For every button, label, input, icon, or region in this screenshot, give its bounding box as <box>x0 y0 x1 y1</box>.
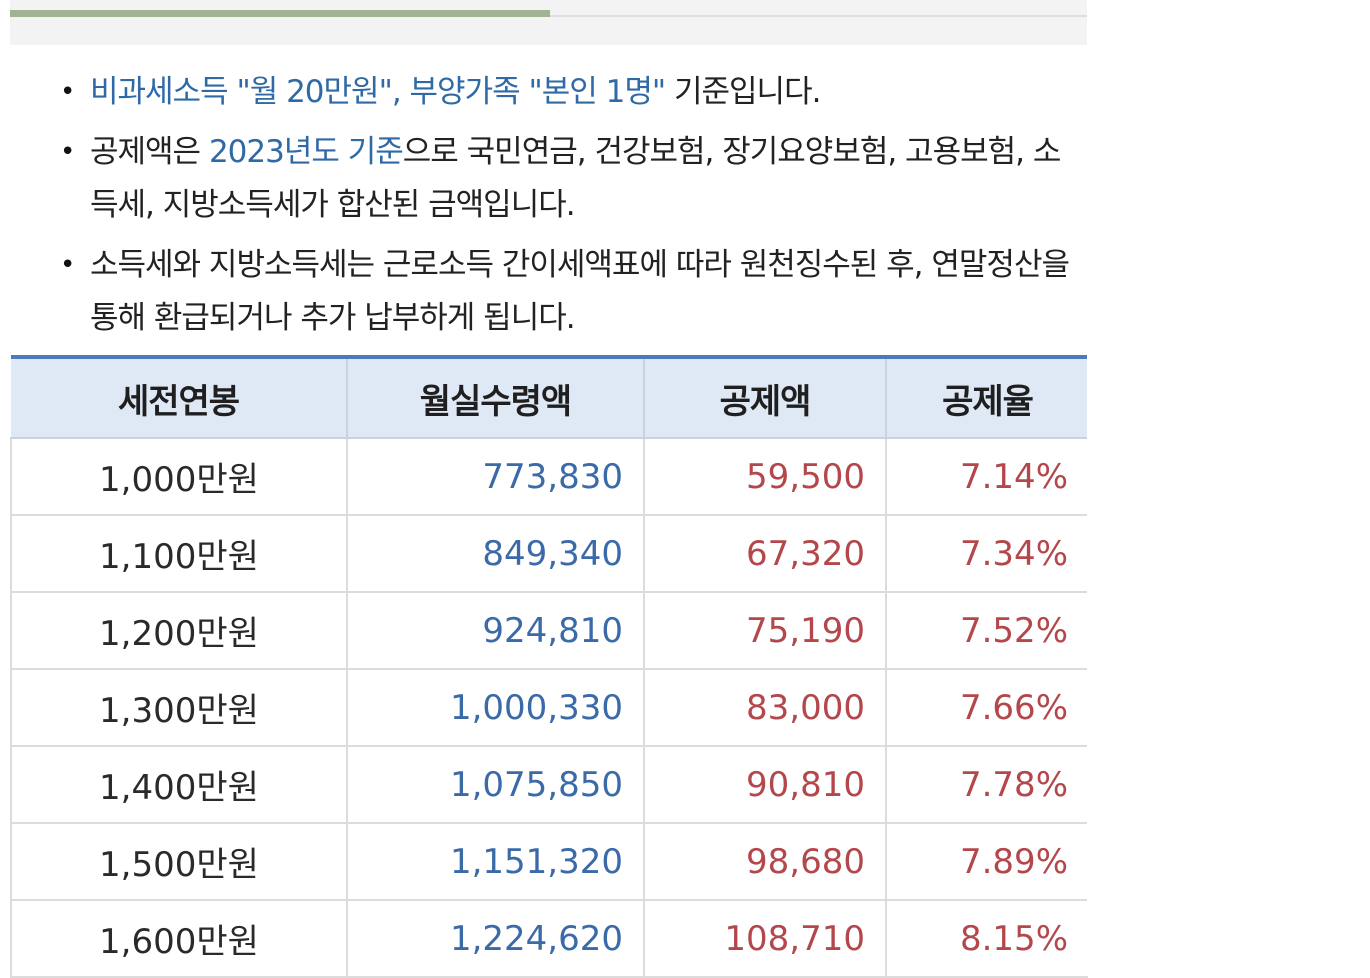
cell-deduction-rate: 7.34% <box>885 515 1088 593</box>
cell-deduction-rate: 7.52% <box>885 592 1088 670</box>
cell-deduction: 67,320 <box>643 515 887 593</box>
cell-annual-salary: 1,300만원 <box>10 669 348 747</box>
cell-deduction-rate: 7.89% <box>885 823 1088 901</box>
cell-monthly-net: 849,340 <box>346 515 645 593</box>
note-highlight-text: 비과세소득 "월 20만원", 부양가족 "본인 1명" <box>90 74 666 110</box>
cell-deduction-rate: 8.15% <box>885 900 1088 978</box>
note-text: 공제액은 <box>90 134 209 170</box>
notes-list: • 비과세소득 "월 20만원", 부양가족 "본인 1명" 기준입니다. • 공제액… <box>60 66 1070 352</box>
salary-table: 세전연봉 월실수령액 공제액 공제율 1,000만원 773,830 59,500 7… <box>10 355 1088 978</box>
table-row: 1,600만원 1,224,620 108,710 8.15% <box>10 900 1088 978</box>
note-item: • 공제액은 2023년도 기준으로 국민연금, 건강보험, 장기요양보험, 고용… <box>60 126 1070 232</box>
bullet-icon: • <box>60 137 75 167</box>
bullet-icon: • <box>60 77 75 107</box>
table-row: 1,400만원 1,075,850 90,810 7.78% <box>10 746 1088 824</box>
table-row: 1,200만원 924,810 75,190 7.52% <box>10 592 1088 670</box>
header-deduction-rate: 공제율 <box>886 357 1088 439</box>
cell-monthly-net: 924,810 <box>346 592 645 670</box>
side-blank-area <box>1087 0 1370 976</box>
note-item: • 비과세소득 "월 20만원", 부양가족 "본인 1명" 기준입니다. <box>60 66 1070 119</box>
cell-annual-salary: 1,000만원 <box>10 438 348 516</box>
cell-annual-salary: 1,400만원 <box>10 746 348 824</box>
progress-accent-bar <box>10 10 550 17</box>
cell-monthly-net: 773,830 <box>346 438 645 516</box>
header-deduction: 공제액 <box>644 357 887 439</box>
header-monthly-net: 월실수령액 <box>347 357 645 439</box>
note-item: • 소득세와 지방소득세는 근로소득 간이세액표에 따라 원천징수된 후, 연말정… <box>60 239 1070 345</box>
table-header-row: 세전연봉 월실수령액 공제액 공제율 <box>11 357 1088 439</box>
cell-deduction: 75,190 <box>643 592 887 670</box>
header-annual-salary: 세전연봉 <box>11 357 348 439</box>
cell-deduction: 59,500 <box>643 438 887 516</box>
cell-deduction-rate: 7.14% <box>885 438 1088 516</box>
cell-annual-salary: 1,200만원 <box>10 592 348 670</box>
bullet-icon: • <box>60 250 75 280</box>
table-row: 1,100만원 849,340 67,320 7.34% <box>10 515 1088 593</box>
cell-annual-salary: 1,100만원 <box>10 515 348 593</box>
cell-deduction-rate: 7.66% <box>885 669 1088 747</box>
table-row: 1,000만원 773,830 59,500 7.14% <box>10 438 1088 516</box>
table-row: 1,300만원 1,000,330 83,000 7.66% <box>10 669 1088 747</box>
note-text: 소득세와 지방소득세는 근로소득 간이세액표에 따라 원천징수된 후, 연말정산… <box>90 247 1070 336</box>
content-area: • 비과세소득 "월 20만원", 부양가족 "본인 1명" 기준입니다. • 공제액… <box>10 0 1088 978</box>
cell-deduction: 108,710 <box>643 900 887 978</box>
cell-monthly-net: 1,224,620 <box>346 900 645 978</box>
cell-deduction-rate: 7.78% <box>885 746 1088 824</box>
divider <box>550 15 1087 17</box>
cell-annual-salary: 1,500만원 <box>10 823 348 901</box>
cell-deduction: 90,810 <box>643 746 887 824</box>
table-row: 1,500만원 1,151,320 98,680 7.89% <box>10 823 1088 901</box>
cell-monthly-net: 1,000,330 <box>346 669 645 747</box>
cell-annual-salary: 1,600만원 <box>10 900 348 978</box>
note-text: 기준입니다. <box>665 74 821 110</box>
cell-monthly-net: 1,151,320 <box>346 823 645 901</box>
cell-deduction: 83,000 <box>643 669 887 747</box>
top-band <box>10 0 1087 45</box>
cell-monthly-net: 1,075,850 <box>346 746 645 824</box>
note-text: 으로 국민연금, 건강보험, 장기요양보험, 고용보험, 소득세, 지방소득세가… <box>90 134 1061 223</box>
note-highlight-text: 2023년도 기준 <box>208 134 404 170</box>
cell-deduction: 98,680 <box>643 823 887 901</box>
